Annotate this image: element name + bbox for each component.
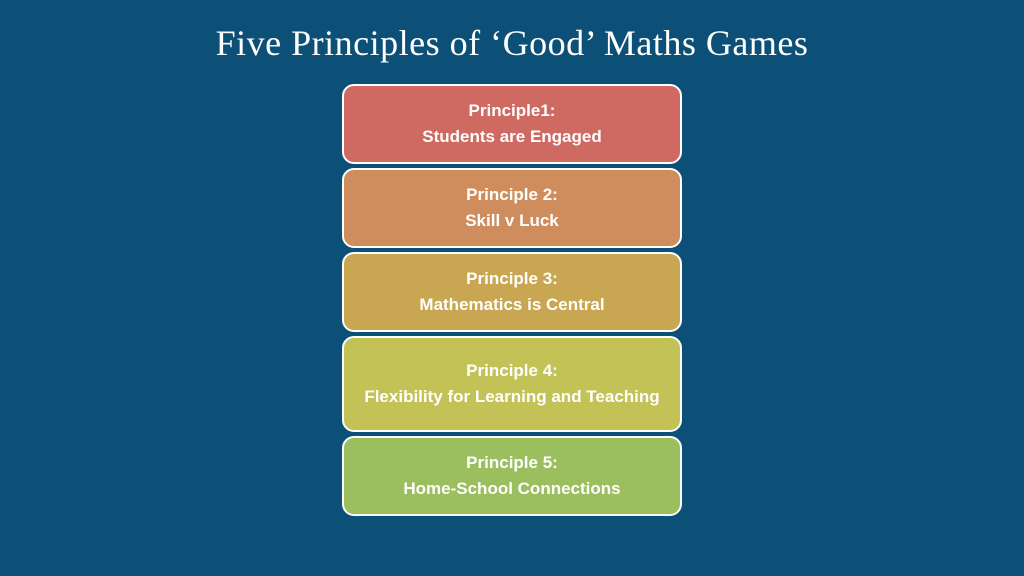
principle-label: Principle 3: [466, 267, 558, 291]
principles-stack: Principle1:Students are EngagedPrinciple… [342, 84, 682, 516]
principle-label: Principle1: [469, 99, 556, 123]
principle-card-1: Principle1:Students are Engaged [342, 84, 682, 164]
principle-label: Principle 4: [466, 359, 558, 383]
principle-card-3: Principle 3:Mathematics is Central [342, 252, 682, 332]
page-title: Five Principles of ‘Good’ Maths Games [216, 22, 809, 64]
principle-card-5: Principle 5:Home-School Connections [342, 436, 682, 516]
principle-card-4: Principle 4:Flexibility for Learning and… [342, 336, 682, 432]
principle-card-2: Principle 2:Skill v Luck [342, 168, 682, 248]
principle-subtitle: Mathematics is Central [419, 293, 604, 317]
principle-label: Principle 2: [466, 183, 558, 207]
principle-label: Principle 5: [466, 451, 558, 475]
principle-subtitle: Skill v Luck [465, 209, 559, 233]
principle-subtitle: Students are Engaged [422, 125, 601, 149]
principle-subtitle: Flexibility for Learning and Teaching [364, 385, 659, 409]
principle-subtitle: Home-School Connections [403, 477, 620, 501]
